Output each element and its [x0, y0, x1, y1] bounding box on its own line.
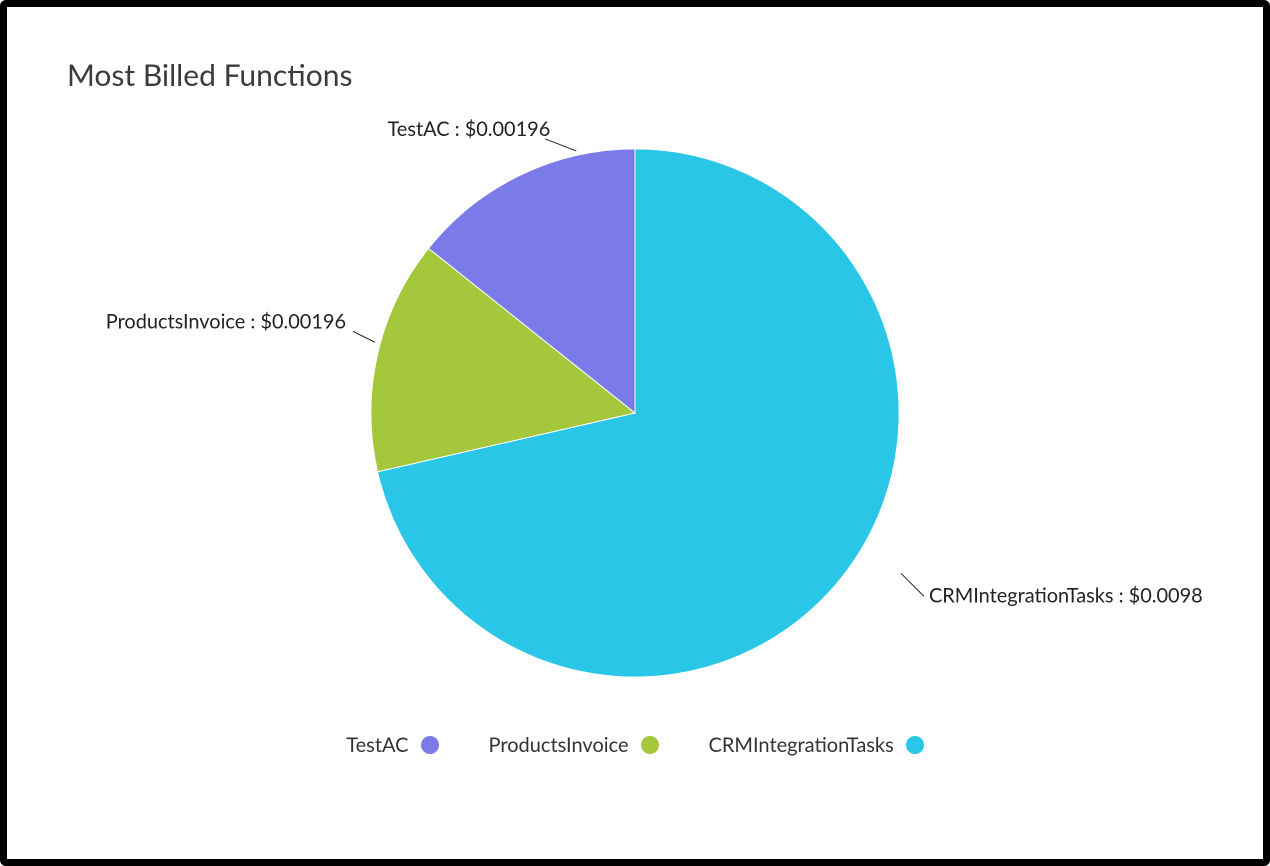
legend-item[interactable]: ProductsInvoice — [489, 733, 659, 757]
legend-swatch — [906, 736, 924, 754]
chart-area: CRMIntegrationTasks : $0.0098 ProductsInv… — [57, 103, 1213, 723]
chart-title: Most Billed Functions — [67, 57, 1213, 93]
legend-label: ProductsInvoice — [489, 733, 629, 757]
pie-chart: CRMIntegrationTasks : $0.0098 ProductsInv… — [57, 103, 1213, 723]
leader-line — [353, 331, 375, 342]
slice-label: TestAC : $0.00196 — [387, 117, 550, 141]
pie-slices — [371, 149, 899, 677]
legend-swatch — [421, 736, 439, 754]
legend-label: TestAC — [346, 733, 408, 757]
slice-label: CRMIntegrationTasks : $0.0098 — [929, 583, 1203, 607]
legend-item[interactable]: CRMIntegrationTasks — [709, 733, 924, 757]
legend-swatch — [641, 736, 659, 754]
legend-label: CRMIntegrationTasks — [709, 733, 894, 757]
legend-item[interactable]: TestAC — [346, 733, 438, 757]
slice-label: ProductsInvoice : $0.00196 — [106, 309, 346, 333]
chart-card: Most Billed Functions CRMIntegrationTask… — [0, 0, 1270, 866]
leader-line — [901, 573, 924, 596]
legend: TestAC ProductsInvoice CRMIntegrationTasks — [57, 733, 1213, 757]
